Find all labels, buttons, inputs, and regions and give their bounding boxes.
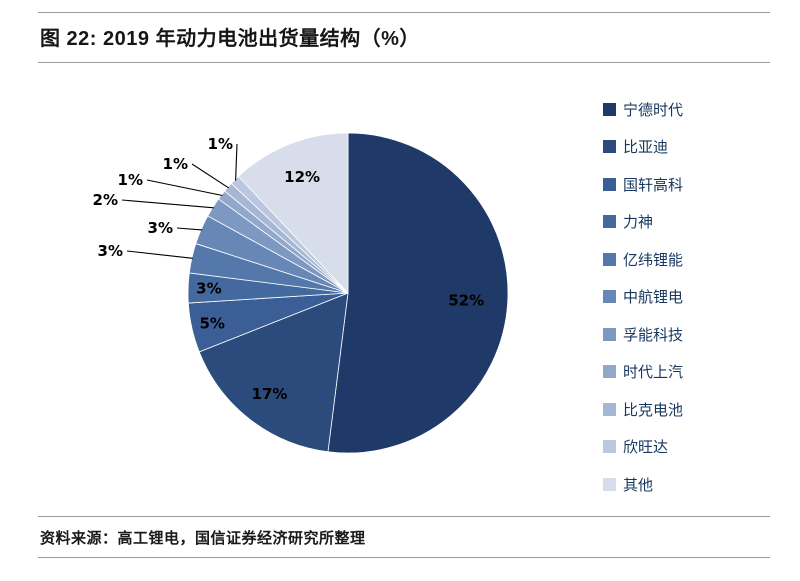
leader-line-7 [146,179,223,197]
legend-item-9: 欣旺达 [603,437,770,457]
legend-swatch [603,252,616,266]
legend-swatch [603,177,616,191]
legend-item-3: 力神 [603,212,770,232]
divider-top [38,12,770,13]
legend-swatch [603,477,616,491]
leader-line-6 [121,199,214,209]
legend-swatch [603,402,616,416]
legend-item-4: 亿纬锂能 [603,249,770,269]
pie-slice-0 [327,132,509,454]
pie-chart: 52%17%5%3%3%3%2%1%1%1%12% [93,132,509,454]
legend-label: 亿纬锂能 [623,251,684,269]
chart-area: 52% 17% 5% 3% 3% 3% 2% 1% 1% 1% 12% 宁德时代 比亚迪 国轩高科 力神亿… [38,63,770,516]
pie-chart-wrap: 52% 17% 5% 3% 3% 3% 2% 1% 1% 1% 12% [38,63,603,515]
legend-label: 中航锂电 [623,289,684,306]
pie-label-9: 1% [208,135,233,153]
legend-label: 孚能科技 [623,326,684,344]
pie-label-2: 5% [199,314,224,332]
source-note: 资料来源：高工锂电，国信证券经济研究所整理 [40,530,366,547]
figure-title: 图 22: 2019 年动力电池出货量结构（%） [40,28,420,50]
pie-label-4: 3% [98,242,123,260]
legend-item-10: 其他 [603,474,770,494]
legend-item-8: 比克电池 [603,399,770,419]
legend-item-1: 比亚迪 [603,137,770,157]
legend-label: 其他 [623,476,654,494]
legend-swatch [603,290,616,303]
pie-label-7: 1% [118,171,143,189]
pie-label-3: 3% [196,280,221,298]
legend-item-0: 宁德时代 [603,99,770,119]
pie-label-6: 2% [93,191,118,209]
pie-label-8: 1% [163,155,188,173]
legend-swatch [603,327,616,341]
legend-label: 宁德时代 [623,101,684,119]
divider-bottom [38,557,770,558]
legend-swatch [603,140,616,153]
divider-above-source [38,516,770,517]
legend-item-2: 国轩高科 [603,174,770,194]
pie-label-10: 12% [284,168,320,186]
legend-label: 比亚迪 [623,139,669,156]
divider-under-title [38,62,770,63]
leader-line-8 [191,163,230,189]
legend-item-6: 孚能科技 [603,324,770,344]
leader-line-4 [126,250,193,259]
legend-item-7: 时代上汽 [603,362,770,382]
legend-label: 力神 [623,214,654,231]
leader-line-5 [176,227,203,231]
legend-swatch [603,365,616,378]
pie-slice-1 [198,292,349,453]
legend-label: 国轩高科 [623,176,684,194]
legend-swatch [603,440,616,453]
chart-legend: 宁德时代比亚迪国轩高科力神亿纬锂能中航锂电孚能科技时代上汽比克电池欣旺达其他 [603,63,770,512]
legend-swatch [603,102,616,116]
pie-label-1: 17% [252,385,288,403]
legend-label: 时代上汽 [623,364,684,381]
pie-label-0: 52% [448,291,484,309]
leader-line-9 [235,143,238,181]
legend-swatch [603,215,616,228]
legend-label: 欣旺达 [623,439,669,456]
legend-item-5: 中航锂电 [603,287,770,307]
pie-slice-10 [237,132,349,295]
pie-label-5: 3% [148,219,173,237]
legend-label: 比克电池 [623,401,684,419]
